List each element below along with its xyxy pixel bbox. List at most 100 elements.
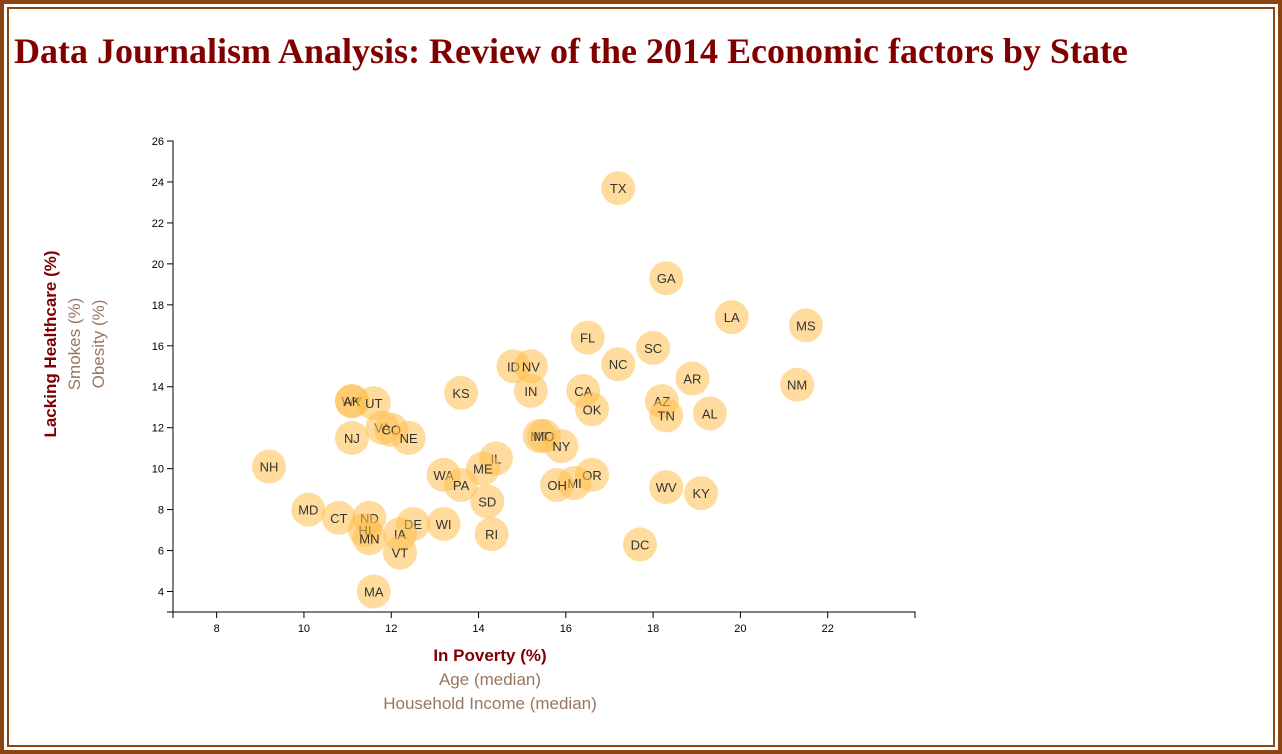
y-tick-label: 20 [152,259,164,271]
point-vt[interactable]: VT [382,535,417,570]
inner-frame [7,7,1275,747]
point-marker[interactable] [470,484,505,519]
x-tick-label: 18 [647,623,659,635]
point-fl[interactable]: FL [570,320,605,355]
point-label: SD [478,494,496,509]
point-marker[interactable] [444,468,479,503]
point-marker[interactable] [675,361,710,396]
point-marker[interactable] [601,347,636,382]
x-tick-label: 14 [472,623,484,635]
point-marker[interactable] [513,373,548,408]
x-axis-option[interactable]: Age (median) [439,670,541,689]
point-marker[interactable] [544,429,579,464]
point-nv[interactable]: NV [513,349,548,384]
point-ok[interactable]: OK [575,392,610,427]
point-label: NM [787,378,807,393]
point-label: MA [364,585,384,600]
point-ct[interactable]: CT [321,500,356,535]
point-marker[interactable] [636,330,671,365]
page-title: Data Journalism Analysis: Review of the … [14,31,1128,71]
point-label: NE [400,431,418,446]
x-tick-label: 20 [734,623,746,635]
point-ny[interactable]: NY [544,429,579,464]
point-label: DC [631,537,650,552]
y-axis-option[interactable]: Obesity (%) [89,300,108,389]
point-marker[interactable] [780,367,815,402]
point-label: TX [610,181,627,196]
point-ma[interactable]: MA [356,574,391,609]
axis-labels-layer[interactable]: In Poverty (%) Age (median) Household Inco… [41,250,597,713]
x-tick-label: 8 [214,623,220,635]
point-ms[interactable]: MS [788,308,823,343]
point-label: TN [658,408,675,423]
point-in[interactable]: IN [513,373,548,408]
point-marker[interactable] [321,500,356,535]
point-marker[interactable] [474,517,509,552]
point-dc[interactable]: DC [623,527,658,562]
point-marker[interactable] [252,449,287,484]
point-nj[interactable]: NJ [334,420,369,455]
point-label: IN [524,384,537,399]
point-label: NC [609,357,628,372]
point-al[interactable]: AL [692,396,727,431]
point-ne[interactable]: NE [391,420,426,455]
point-marker[interactable] [352,521,387,556]
point-marker[interactable] [649,261,684,296]
point-la[interactable]: LA [714,300,749,335]
point-label: CT [330,511,347,526]
point-marker[interactable] [334,420,369,455]
point-wv[interactable]: WV [649,470,684,505]
point-pa[interactable]: PA [444,468,479,503]
y-axis-option[interactable]: Smokes (%) [65,298,84,391]
point-marker[interactable] [649,470,684,505]
y-tick-label: 18 [152,300,164,312]
point-md[interactable]: MD [291,492,326,527]
point-marker[interactable] [575,392,610,427]
point-label: AK [343,394,361,409]
point-marker[interactable] [788,308,823,343]
point-marker[interactable] [356,574,391,609]
point-marker[interactable] [649,398,684,433]
point-nh[interactable]: NH [252,449,287,484]
x-tick-label: 10 [298,623,310,635]
point-ri[interactable]: RI [474,517,509,552]
x-tick-label: 16 [560,623,572,635]
point-marker[interactable] [291,492,326,527]
point-marker[interactable] [444,375,479,410]
x-tick-label: 22 [822,623,834,635]
point-sd[interactable]: SD [470,484,505,519]
x-axis-option[interactable]: In Poverty (%) [433,646,546,665]
point-oh[interactable]: OH [540,468,575,503]
y-axis-option[interactable]: Lacking Healthcare (%) [41,250,60,437]
point-marker[interactable] [623,527,658,562]
point-marker[interactable] [540,468,575,503]
point-sc[interactable]: SC [636,330,671,365]
point-marker[interactable] [513,349,548,384]
point-label: ME [473,462,493,477]
point-label: FL [580,331,595,346]
point-nc[interactable]: NC [601,347,636,382]
point-tn[interactable]: TN [649,398,684,433]
point-mn[interactable]: MN [352,521,387,556]
point-ks[interactable]: KS [444,375,479,410]
point-marker[interactable] [601,171,636,206]
point-marker[interactable] [426,506,461,541]
point-marker[interactable] [684,476,719,511]
point-ga[interactable]: GA [649,261,684,296]
point-nm[interactable]: NM [780,367,815,402]
point-marker[interactable] [692,396,727,431]
point-tx[interactable]: TX [601,171,636,206]
x-axis-option[interactable]: Household Income (median) [383,694,597,713]
point-wi[interactable]: WI [426,506,461,541]
point-marker[interactable] [382,535,417,570]
point-marker[interactable] [570,320,605,355]
point-marker[interactable] [391,420,426,455]
point-marker[interactable] [714,300,749,335]
point-ky[interactable]: KY [684,476,719,511]
y-tick-label: 10 [152,464,164,476]
point-label: KS [452,386,470,401]
point-label: AR [683,372,701,387]
point-ar[interactable]: AR [675,361,710,396]
